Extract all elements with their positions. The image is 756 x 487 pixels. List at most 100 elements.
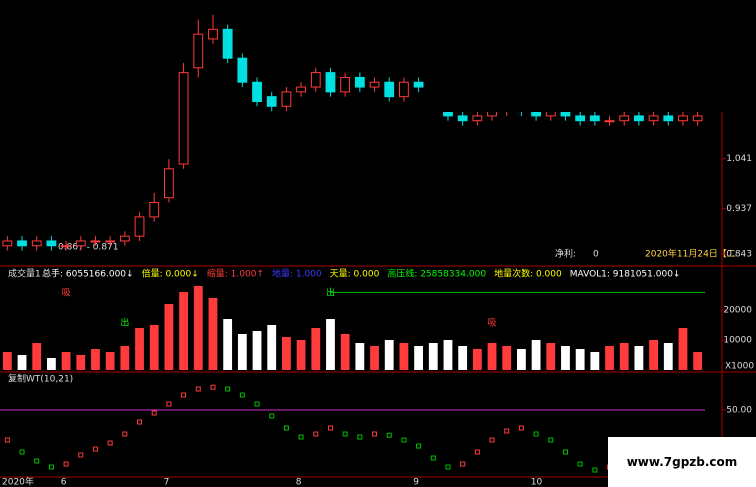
volume-bar [120,346,130,370]
volume-unit: X1000 [725,362,754,372]
wt-point [298,434,304,440]
signal-marker: 出 [120,317,129,329]
candle-body [281,91,292,107]
candle-body [457,115,468,122]
x-tick-label: 10 [531,478,543,487]
candle-body [663,115,674,122]
volume-bar [428,343,438,370]
candle-body [134,216,145,237]
candle-body [310,72,321,88]
wt-point [19,449,25,455]
volume-bar [237,334,247,370]
legend-item: MAVOL1: 9181051.000↓ [570,270,681,280]
wt-point [181,392,187,398]
candle-body [266,96,277,107]
wt-point [92,446,98,452]
volume-bar [252,331,262,370]
legend-item: 地量次数: 0.000 [494,268,562,280]
y-tick-label: 50.00 [726,406,752,416]
candle-body [119,235,130,242]
wt-point [151,410,157,416]
wt-point [548,437,554,443]
candle-body [604,120,615,123]
volume-bar [517,349,526,370]
wt-point [460,461,466,467]
x-tick-label: 7 [164,478,170,487]
volume-bar [223,319,233,370]
volume-bar [458,346,468,370]
wt-point [533,431,539,437]
wt-point [474,449,480,455]
legend-item: 高压线: 25858334.000 [387,268,486,280]
y-tick-label: 20000 [723,306,752,316]
date-text: 2020年11月24日【二 [645,248,736,260]
volume-bar [649,340,658,370]
volume-bar [355,343,365,370]
candle-body [17,240,27,247]
wt-point [504,428,510,434]
candle-body [61,245,71,248]
wt-point [78,452,84,458]
volume-bar [267,325,277,370]
wt-point [401,437,407,443]
x-tick-label: 2020年 [2,476,34,487]
candle-body [692,115,703,122]
wt-point [327,425,333,431]
volume-bar [414,346,423,370]
watermark: www.7gpzb.com [608,437,756,487]
volume-bar [619,343,629,370]
wt-point [518,425,524,431]
wt-point [254,401,260,407]
wt-point [166,401,172,407]
volume-bar [693,352,703,370]
wt-title: 复制WT(10,21) [8,373,73,385]
volume-bar [502,346,512,370]
candle-body [31,240,42,247]
volume-bar [634,346,644,370]
volume-bar [76,355,86,370]
legend-item: 总手: 6055166.000↓ [42,268,134,280]
wt-point [4,437,10,443]
wt-point [48,464,54,470]
volume-bar [135,328,144,370]
wt-point [107,440,113,446]
volume-bar [575,349,585,370]
wt-point [195,386,201,392]
wt-point [342,431,348,437]
candle-body [399,81,409,98]
wt-point [122,431,128,437]
volume-bar [47,358,56,370]
volume-bar [370,346,379,370]
candle-body [369,81,380,88]
range-text: 0.867 - 0.871 [58,243,119,253]
signal-marker: 吸 [62,288,71,299]
wt-point [239,392,245,398]
volume-bar [179,292,188,370]
wt-point [372,431,378,437]
volume-bar [384,340,394,370]
wt-point [489,437,495,443]
candle-body [252,81,262,102]
candle-body [105,240,116,243]
net-profit: 0 [593,250,599,260]
candle-body [340,76,351,93]
candle-body [678,115,688,122]
wt-point [577,461,583,467]
wt-point [34,458,40,464]
volume-bar [149,325,159,370]
legend-item: 地量: 1.000 [272,268,322,280]
volume-bar [164,304,174,370]
candle-body [164,168,174,199]
volume-bar [105,352,115,370]
y-tick-label: 1.041 [726,154,752,164]
candle-body [575,115,586,122]
volume-bar [208,298,218,370]
wt-point [430,455,436,461]
candle-body [619,115,630,122]
signal-marker: 出 [326,287,335,299]
wt-point [592,467,598,473]
volume-bar [487,343,497,370]
volume-bar [17,355,27,370]
volume-bar [399,343,409,370]
